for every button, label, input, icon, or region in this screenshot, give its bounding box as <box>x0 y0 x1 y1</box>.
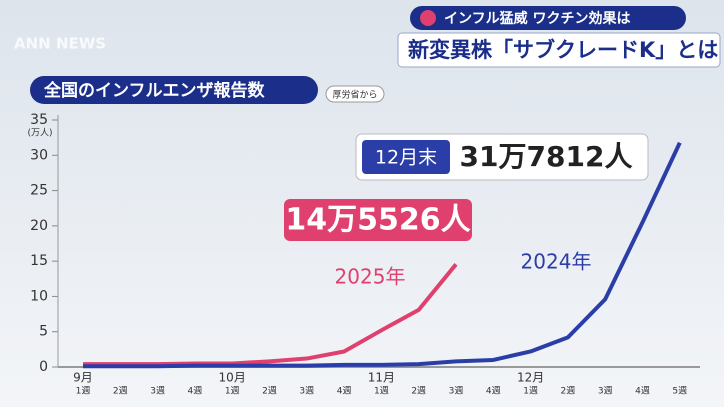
source: 厚労省から <box>332 89 377 101</box>
title-box <box>30 76 318 104</box>
x-tick-label: 3週 <box>598 386 613 397</box>
x-tick-label: 2週 <box>262 386 277 397</box>
x-tick-label: 4週 <box>635 386 650 397</box>
y-tick-label: 5 <box>39 324 48 340</box>
month-label: 12月 <box>517 371 544 385</box>
value-label: 31万7812人 <box>460 140 633 173</box>
legend-label: 2024年 <box>521 250 592 274</box>
headline: 新変異株「サブクレードK」とは <box>408 38 718 62</box>
topic: インフル猛威 ワクチン効果は <box>444 10 630 27</box>
x-tick-label: 1週 <box>523 386 538 397</box>
x-tick-label: 1週 <box>225 386 240 397</box>
y-tick-label: 35 <box>30 112 48 128</box>
annotation: 12月末 <box>375 147 437 169</box>
y-tick-label: 20 <box>30 218 48 234</box>
x-tick-label: 1週 <box>374 386 389 397</box>
chart-title: 全国のインフルエンザ報告数 <box>43 80 265 101</box>
series-line <box>83 141 682 369</box>
month-label: 9月 <box>73 371 93 385</box>
x-tick-label: 4週 <box>188 386 203 397</box>
topic-icon <box>420 10 436 26</box>
x-tick-label: 2週 <box>411 386 426 397</box>
x-tick-label: 2週 <box>113 386 128 397</box>
value-label: 14万5526人 <box>285 203 470 238</box>
y-tick-label: 0 <box>39 359 48 375</box>
x-tick-label: 5週 <box>672 386 687 397</box>
source-box <box>325 85 385 103</box>
month-label: 11月 <box>368 371 395 385</box>
x-tick-label: 4週 <box>337 386 352 397</box>
value-label-box <box>284 199 472 241</box>
y-tick-label: 10 <box>30 288 48 304</box>
month-label: 10月 <box>219 371 246 385</box>
x-tick-label: 2週 <box>561 386 576 397</box>
series-line <box>83 263 458 367</box>
headline-box <box>397 32 721 68</box>
x-tick-label: 3週 <box>299 386 314 397</box>
x-tick-label: 1週 <box>76 386 91 397</box>
legend-label: 2025年 <box>335 265 406 289</box>
y-tick-label: 30 <box>30 147 48 163</box>
logo: ANN NEWS <box>14 35 106 53</box>
y-tick-label: 25 <box>30 183 48 199</box>
topic-box <box>410 6 686 30</box>
y-tick-label: 15 <box>30 253 48 269</box>
y-unit: (万人) <box>27 128 52 139</box>
x-tick-label: 3週 <box>150 386 165 397</box>
x-tick-label: 4週 <box>486 386 501 397</box>
x-tick-label: 3週 <box>449 386 464 397</box>
annotation-box <box>362 140 450 174</box>
